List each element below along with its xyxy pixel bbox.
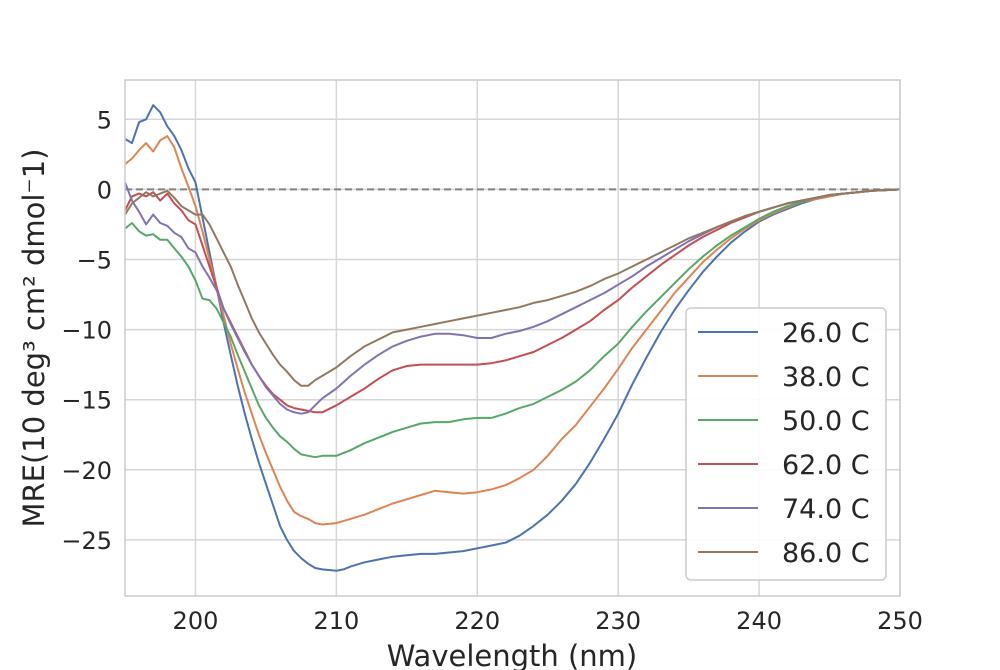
series-line [124,188,901,387]
x-tick-label: 230 [595,607,641,635]
legend-label: 62.0 C [782,450,870,481]
legend-label: 74.0 C [782,494,870,525]
y-tick-label: −25 [61,527,112,555]
legend-label: 26.0 C [782,318,870,349]
x-tick-label: 220 [454,607,500,635]
y-tick-labels: 5 0 −5 −10 −15 −20 −25 [61,106,112,555]
y-tick-label: 0 [97,176,112,204]
y-tick-label: 5 [97,106,112,134]
x-tick-label: 200 [173,607,219,635]
legend-label: 38.0 C [782,362,870,393]
series-line [124,104,901,572]
series-lines [124,104,901,572]
x-tick-label: 250 [877,607,923,635]
legend-label: 86.0 C [782,538,870,569]
y-tick-label: −15 [61,387,112,415]
x-tick-labels: 200 210 220 230 240 250 [173,607,923,635]
legend-label: 50.0 C [782,406,870,437]
series-line [124,188,901,459]
series-line [124,188,901,414]
legend: 26.0 C 38.0 C 50.0 C 62.0 C 74.0 C 86.0 C [685,307,887,581]
y-tick-label: −5 [77,246,112,274]
y-tick-label: −20 [61,457,112,485]
x-tick-label: 210 [313,607,359,635]
y-axis-title: MRE(10 deg³ cm² dmol⁻1) [17,149,51,528]
x-axis-title: Wavelength (nm) [387,639,638,670]
x-tick-label: 240 [736,607,782,635]
series-line [124,135,901,526]
y-tick-label: −10 [61,317,112,345]
plot-frame [124,79,901,597]
